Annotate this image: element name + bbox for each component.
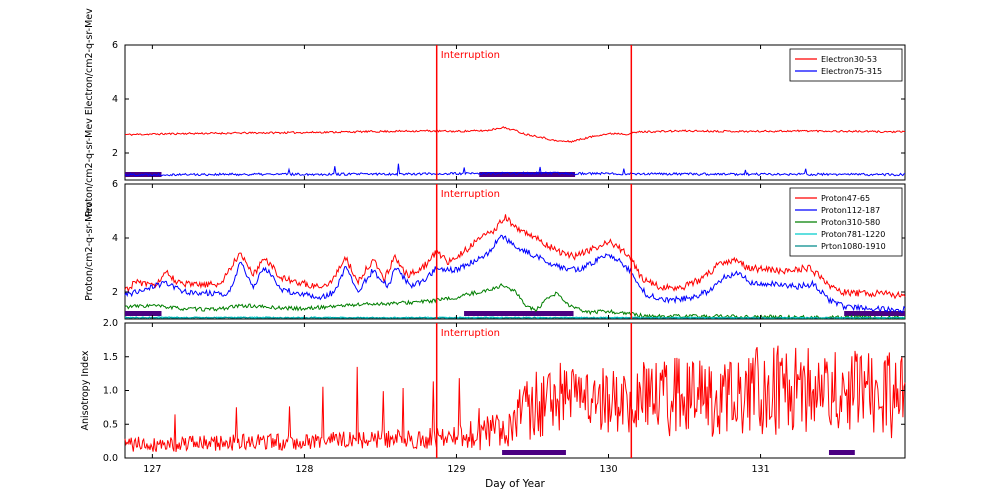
- legend-label: Prton1080-1910: [821, 242, 886, 251]
- y-tick-label: 2: [112, 148, 118, 159]
- legend-label: Proton112-187: [821, 206, 880, 215]
- interruption-label: Interruption: [441, 189, 500, 200]
- y-tick-label: 0.0: [103, 453, 118, 464]
- series-Proton47-65: [124, 214, 906, 300]
- y-tick-label: 6: [112, 40, 118, 51]
- y-tick-label: 2: [112, 287, 118, 298]
- x-tick-label: 129: [447, 464, 465, 475]
- y-tick-label: 4: [112, 233, 118, 244]
- panel-electron-flux: Interruption 2 4 6 Proton/cm2-q-sr-Mev Elect…: [84, 8, 906, 217]
- y-tick-label: 1.5: [103, 352, 118, 363]
- x-tick-label: 130: [599, 464, 617, 475]
- series-Electron75-315: [124, 163, 906, 177]
- x-tick-label: 131: [751, 464, 769, 475]
- legend-box: [789, 48, 903, 82]
- y-axis-label: Proton/cm2-q-sr-Mev: [84, 202, 95, 301]
- coverage-bar: [479, 172, 576, 177]
- coverage-bar: [828, 450, 855, 455]
- x-tick-label: 127: [143, 464, 161, 475]
- y-tick-label: 4: [112, 94, 118, 105]
- y-tick-label: 0.5: [103, 419, 118, 430]
- series-AnisotropyIndex: [124, 345, 906, 453]
- coverage-bar: [125, 311, 162, 316]
- interruption-label: Interruption: [441, 50, 500, 61]
- y-tick-label: 6: [112, 179, 118, 190]
- y-axis-label: Anisotropy Index: [80, 350, 91, 430]
- legend-label: Proton310-580: [821, 218, 880, 227]
- legend-label: Proton781-1220: [821, 230, 885, 239]
- coverage-bar: [502, 450, 566, 455]
- x-tick-label: 128: [295, 464, 313, 475]
- y-tick-label: 1.0: [103, 386, 118, 397]
- coverage-bar: [844, 311, 905, 316]
- axes-frame: [124, 322, 906, 459]
- series-Proton112-187: [124, 234, 906, 313]
- y-tick-label: 2.0: [103, 318, 118, 329]
- legend-label: Proton47-65: [821, 194, 870, 203]
- series-Prton1080-1910: [124, 316, 906, 320]
- panel-proton-flux: Interruption 2 4 6 Proton/cm2-q-sr-Mev Proton…: [84, 179, 906, 321]
- interruption-label: Interruption: [441, 328, 500, 339]
- panel-anisotropy: Interruption 127 128 129 130 131 0.0 0.5 1.0 1.5 2…: [80, 318, 906, 475]
- series-Electron30-53: [124, 126, 906, 143]
- legend-label: Electron75-315: [821, 67, 882, 76]
- y-axis-label: Proton/cm2-q-sr-Mev Electron/cm2-q-sr-Me…: [84, 8, 95, 217]
- coverage-bar: [464, 311, 574, 316]
- axes-frame: [124, 183, 906, 320]
- legend-label: Electron30-53: [821, 55, 877, 64]
- axes-frame: [124, 44, 906, 181]
- series-Proton310-580: [124, 282, 906, 321]
- x-axis-label: Day of Year: [485, 478, 545, 490]
